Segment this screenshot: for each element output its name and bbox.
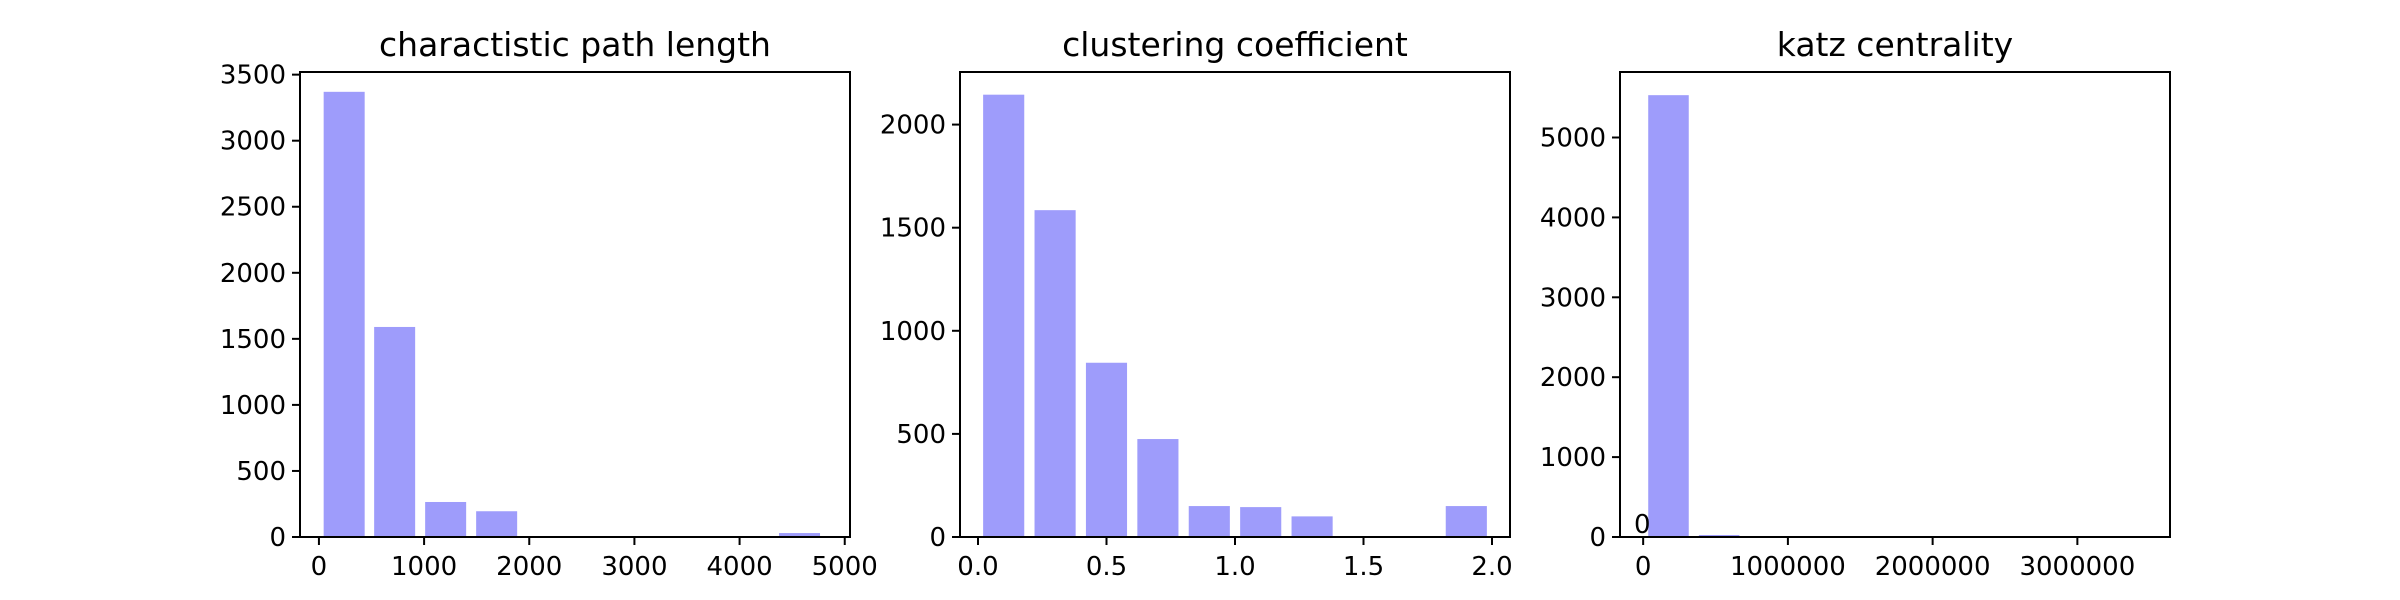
x-tick-label-2-4: 1.5: [1343, 552, 1384, 582]
y-tick-label-3-5: 4000: [1540, 203, 1606, 233]
x-tick-label-3-2: 1000000: [1730, 552, 1846, 582]
bar-2-10: [1445, 506, 1487, 537]
y-tick-label-2-1: 0: [929, 523, 946, 553]
y-tick-label-1-1: 0: [269, 523, 286, 553]
x-tick-label-1-6: 5000: [812, 552, 878, 582]
chart-title-2: clustering coefficient: [1062, 25, 1408, 64]
y-tick-label-2-4: 1500: [880, 214, 946, 244]
x-tick-label-3-4: 3000000: [2019, 552, 2135, 582]
bar-1-1: [323, 91, 365, 537]
x-tick-label-1-4: 3000: [601, 552, 667, 582]
y-tick-label-3-6: 5000: [1540, 124, 1606, 154]
y-tick-label-1-2: 500: [236, 457, 286, 487]
chart-panel-2: 0.0 0.5 1.0 1.5 2.0 0 500 1000 1500 2000 clusterin…: [880, 25, 1513, 582]
x-tick-label-3-1: 0: [1635, 552, 1652, 582]
axes-frame-3: [1619, 71, 2171, 538]
y-tick-label-1-5: 2000: [220, 259, 286, 289]
bar-2-6: [1240, 507, 1282, 537]
bar-2-4: [1137, 439, 1179, 537]
y-tick-label-1-6: 2500: [220, 193, 286, 223]
bar-1-2: [374, 326, 416, 537]
x-tick-label-2-3: 1.0: [1214, 552, 1255, 582]
bar-2-2: [1034, 210, 1076, 537]
y-tick-label-3-3: 2000: [1540, 363, 1606, 393]
x-tick-label-2-1: 0.0: [957, 552, 998, 582]
bar-2-7: [1291, 516, 1333, 537]
bar-1-10: [779, 533, 821, 537]
x-tick-label-1-1: 0: [311, 552, 328, 582]
bar-annotation-3: 0: [1634, 510, 1651, 540]
x-tick-label-2-5: 2.0: [1471, 552, 1512, 582]
chart-panel-1: 0 1000 2000 3000 4000 5000 0 500 1000 1500 2000 250…: [220, 25, 878, 582]
y-tick-label-2-5: 2000: [880, 111, 946, 141]
bar-2-1: [983, 94, 1025, 538]
x-tick-label-3-3: 2000000: [1875, 552, 1991, 582]
y-tick-label-1-4: 1500: [220, 325, 286, 355]
bar-1-3: [425, 501, 467, 537]
y-tick-label-1-3: 1000: [220, 391, 286, 421]
chart-title-3: katz centrality: [1777, 25, 2013, 64]
y-tick-label-2-2: 500: [896, 420, 946, 450]
axes-frame-1: [299, 71, 851, 538]
y-tick-label-3-4: 3000: [1540, 283, 1606, 313]
y-tick-label-3-1: 0: [1589, 523, 1606, 553]
x-tick-label-1-3: 2000: [496, 552, 562, 582]
y-tick-label-1-7: 3000: [220, 127, 286, 157]
y-tick-label-1-8: 3500: [220, 61, 286, 91]
y-tick-label-3-2: 1000: [1540, 443, 1606, 473]
x-tick-label-2-2: 0.5: [1086, 552, 1127, 582]
x-tick-label-1-2: 1000: [391, 552, 457, 582]
bar-2-3: [1085, 362, 1128, 537]
bar-2-5: [1188, 506, 1230, 537]
bar-1-4: [476, 511, 518, 537]
chart-panel-3: 0 1000000 2000000 3000000 0 1000 2000 3000 4000 5…: [1540, 25, 2171, 582]
bar-3-1: [1648, 95, 1689, 538]
chart-title-1: charactistic path length: [379, 25, 771, 64]
x-tick-label-1-5: 4000: [706, 552, 772, 582]
y-tick-label-2-3: 1000: [880, 317, 946, 347]
